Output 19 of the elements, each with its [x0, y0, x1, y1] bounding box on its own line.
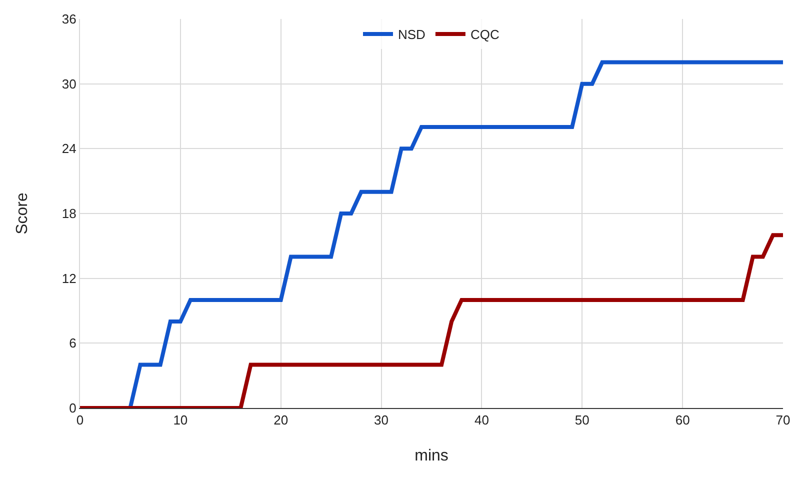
y-tick-label: 36: [62, 12, 76, 27]
x-axis-title: mins: [414, 447, 448, 464]
line-series: [80, 233, 783, 408]
legend-label: NSD: [398, 27, 426, 42]
y-tick-label: 6: [69, 336, 76, 351]
legend-label: CQC: [470, 27, 500, 42]
y-tick-label: 12: [62, 270, 76, 286]
x-tick-label: 60: [675, 412, 690, 428]
x-tick-label: 10: [173, 412, 188, 428]
y-axis-title: Score: [14, 192, 31, 234]
x-tick-label: 50: [574, 412, 590, 428]
y-tick-label: 24: [62, 141, 76, 156]
x-tick-label: 40: [474, 412, 489, 428]
x-tick-label: 30: [374, 412, 389, 428]
y-tick-label: 0: [69, 400, 76, 416]
x-tick-label: 70: [776, 412, 790, 428]
y-tick-label: 30: [62, 76, 76, 92]
y-tick-label: 18: [62, 206, 76, 222]
x-tick-label: 20: [274, 412, 288, 428]
